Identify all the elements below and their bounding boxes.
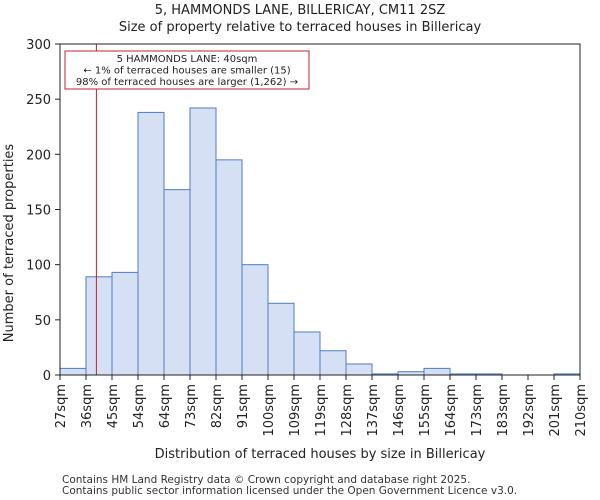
x-tick-label: 64sqm [158, 384, 173, 428]
annotation-box [64, 50, 310, 90]
x-tick-label: 201sqm [548, 384, 563, 437]
histogram-bar [345, 363, 373, 376]
histogram-bar [293, 331, 321, 376]
annotation-line: 5 HAMMONDS LANE: 40sqm [117, 54, 258, 65]
y-tick-label: 150 [26, 204, 51, 219]
x-tick-label: 192sqm [522, 384, 537, 437]
histogram-bar [111, 271, 139, 376]
histogram-bar [189, 107, 217, 376]
annotation-line: 98% of terraced houses are larger (1,262… [76, 77, 298, 88]
histogram-bar [163, 189, 191, 376]
y-tick-label: 50 [34, 314, 51, 329]
y-tick-label: 200 [26, 148, 51, 163]
x-tick-label: 173sqm [470, 384, 485, 437]
x-tick-label: 36sqm [80, 384, 95, 428]
histogram-bar [215, 159, 243, 376]
x-tick-label: 146sqm [392, 384, 407, 437]
chart-subtitle: Size of property relative to terraced ho… [118, 20, 482, 35]
footer-copyright: Contains HM Land Registry data © Crown c… [62, 474, 471, 486]
x-tick-label: 82sqm [210, 384, 225, 428]
histogram-bar [267, 302, 295, 376]
x-tick-label: 54sqm [132, 384, 147, 428]
x-tick-label: 27sqm [54, 384, 69, 428]
histogram-bar [241, 264, 269, 376]
x-tick-label: 164sqm [444, 384, 459, 437]
y-axis-label: Number of terraced properties [2, 144, 17, 343]
histogram-bar [59, 367, 87, 376]
y-tick-label: 100 [26, 259, 51, 274]
x-tick-label: 91sqm [236, 384, 251, 428]
footer-licence: Contains public sector information licen… [62, 485, 518, 497]
x-tick-label: 210sqm [574, 384, 589, 437]
histogram-bar [85, 276, 113, 376]
x-tick-label: 155sqm [418, 384, 433, 437]
y-tick-label: 250 [26, 93, 51, 108]
histogram-bar [319, 350, 347, 376]
x-tick-label: 137sqm [366, 384, 381, 437]
x-tick-label: 45sqm [106, 384, 121, 428]
x-tick-label: 128sqm [340, 384, 355, 437]
chart-title: 5, HAMMONDS LANE, BILLERICAY, CM11 2SZ [154, 3, 446, 18]
x-axis-label: Distribution of terraced houses by size … [155, 447, 486, 462]
annotation-line: ← 1% of terraced houses are smaller (15) [83, 66, 290, 77]
x-tick-label: 183sqm [496, 384, 511, 437]
x-tick-label: 100sqm [262, 384, 277, 437]
histogram-bar [137, 111, 165, 376]
x-tick-label: 119sqm [314, 384, 329, 437]
histogram-bar [423, 367, 451, 376]
y-tick-label: 300 [26, 38, 51, 53]
y-tick-label: 0 [43, 369, 51, 384]
x-tick-label: 73sqm [184, 384, 199, 428]
x-tick-label: 109sqm [288, 384, 303, 437]
